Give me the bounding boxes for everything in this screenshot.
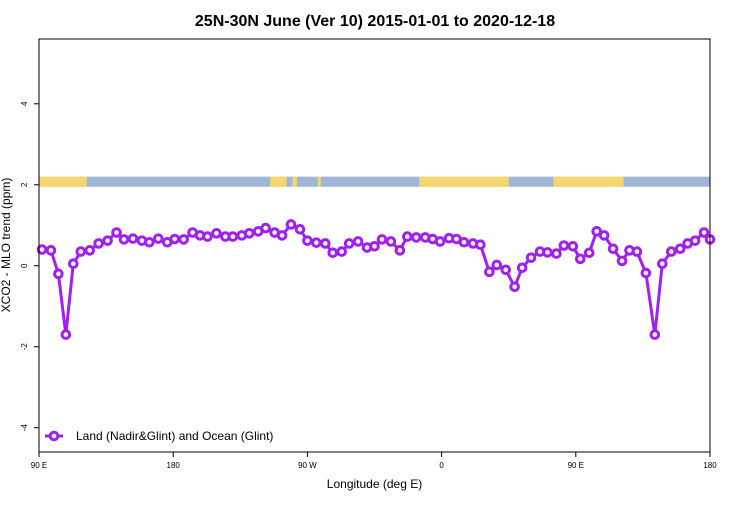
series-point [458,236,470,248]
series-point [327,247,339,259]
series-point [211,228,222,239]
y-tick-label: 2 [20,182,29,187]
series-point [509,281,520,293]
series-point [144,236,155,248]
series-point [516,262,528,274]
series-point [369,241,380,252]
series-point [169,233,180,245]
series-point [68,258,79,270]
series-point [674,243,686,255]
x-axis-label: Longitude (deg E) [327,477,422,491]
series-point [319,238,331,249]
series-point [376,234,388,245]
series-point [294,224,306,235]
series-point [484,266,495,278]
ocean-strip [39,176,710,187]
series-point [500,264,512,276]
land-segment [292,176,297,187]
series-point [410,232,422,243]
x-tick-label: 0 [439,461,444,470]
series-point [591,226,602,237]
series-point [102,235,113,246]
series-point [631,246,643,257]
series-point [118,234,130,245]
series-point [616,255,628,267]
series-point [60,329,72,340]
series-point-layer [36,219,716,340]
series-point [202,231,213,242]
series-point [574,253,586,265]
y-axis-label: XCO2 - MLO trend (ppm) [0,178,13,313]
series-point [243,228,255,239]
x-axis: 90 E 180 90 W 0 90 E 180 [31,452,717,470]
chart-title: 25N-30N June (Ver 10) 2015-01-01 to 2020… [195,13,555,30]
series-point [84,245,95,256]
x-tick-label: 90 W [298,461,317,470]
y-tick-label: -2 [20,343,29,351]
land-ocean-mask [39,176,710,187]
series-point [434,236,446,247]
series-point [285,219,297,230]
legend-marker-swatch [48,430,60,442]
legend-label: Land (Nadir&Glint) and Ocean (Glint) [76,429,273,443]
y-tick-label: 0 [20,263,29,268]
series-point [276,230,288,241]
series-point [336,246,348,257]
series-point [93,238,104,249]
legend: Land (Nadir&Glint) and Ocean (Glint) [45,429,273,443]
series-point [260,222,271,234]
land-segment [317,176,321,187]
land-segment [270,176,287,187]
series-point [656,258,668,270]
y-tick-label: 4 [20,101,29,106]
x-tick-label: 90 E [568,461,584,470]
series-point [475,239,486,250]
series-point [583,247,595,259]
series-point [491,259,503,271]
series-point [311,237,322,248]
series-point [352,236,364,247]
x-tick-label: 90 E [31,461,47,470]
series-point [302,235,313,246]
series-point [698,227,710,238]
series-point [385,236,397,247]
y-axis: -4 -2 0 2 4 [20,101,39,431]
series-point [607,243,619,255]
series-point [689,235,701,246]
series-point [567,241,579,252]
series-point [45,245,57,256]
x-tick-label: 180 [167,461,181,470]
series-point [343,238,355,249]
series-point [75,246,87,257]
y-tick-label: -4 [20,424,29,432]
x-tick-label: 180 [703,461,717,470]
series-point [649,329,661,340]
plot-frame [38,38,711,453]
land-segment [39,176,87,187]
series-point [178,234,189,245]
series-point [53,268,64,280]
series-point [227,231,239,242]
series-point [640,267,652,279]
series-point [665,246,677,257]
series-point [152,233,164,244]
series-point [542,247,553,258]
series-point [551,248,562,259]
series-point [558,240,570,251]
series-point [394,245,406,256]
series-point [111,227,122,238]
series-point [402,231,413,242]
land-segment [553,176,624,187]
series-point [525,252,537,263]
land-segment [419,176,509,187]
series-point [598,230,610,241]
series-point [127,233,139,244]
